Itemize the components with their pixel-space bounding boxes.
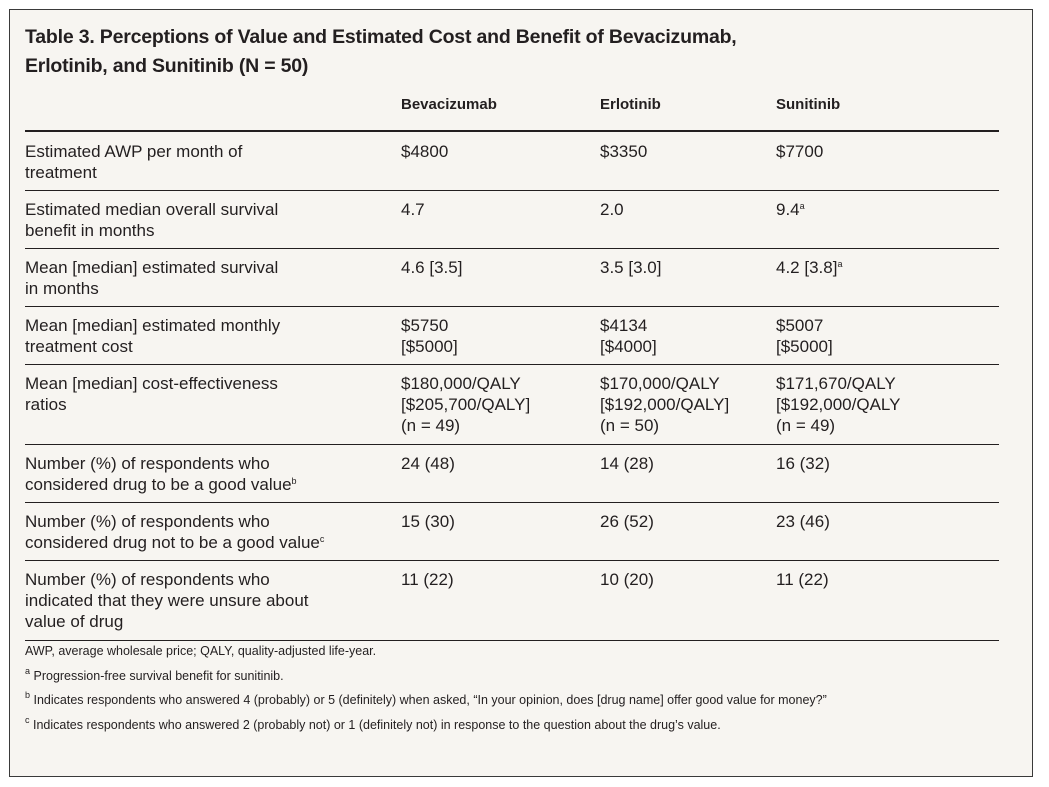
cell-bevacizumab: 11 (22) [401,570,454,589]
row-label: Mean [median] estimated monthly treatment… [25,316,281,356]
footnote-abbreviations: AWP, average wholesale price; QALY, qual… [25,644,377,658]
cell-bevacizumab: 4.7 [401,200,425,219]
cell-erlotinib: 2.0 [600,200,624,219]
table-title: Table 3. Perceptions of Value and Estima… [25,23,985,81]
row-label: Number (%) of respondents who considered … [25,454,297,494]
row-divider [25,502,999,503]
cell-erlotinib: 10 (20) [600,570,654,589]
title-line-2: Erlotinib, and Sunitinib (N = 50) [25,55,309,77]
column-header-bevacizumab: Bevacizumab [401,96,497,113]
row-divider [25,190,999,191]
cell-erlotinib: $3350 [600,142,648,161]
cell-erlotinib: $4134 [$4000] [600,316,657,356]
row-divider [25,364,999,365]
cell-sunitinib: 16 (32) [776,454,830,473]
cell-bevacizumab: $4800 [401,142,449,161]
footnote-c: c Indicates respondents who answered 2 (… [25,714,721,732]
footnote-mark-a: a [837,259,843,269]
column-header-sunitinib: Sunitinib [776,96,841,113]
row-label: Estimated AWP per month of treatment [25,142,243,182]
row-divider [25,248,999,249]
cell-bevacizumab: 15 (30) [401,512,455,531]
cell-erlotinib: 3.5 [3.0] [600,258,662,277]
footnote-b: b Indicates respondents who answered 4 (… [25,690,827,708]
footnote-mark-b: b [291,476,297,486]
cell-bevacizumab: $5750 [$5000] [401,316,458,356]
cell-sunitinib: 9.4a [776,200,805,219]
footnote-a: a Progression-free survival benefit for … [25,665,284,683]
row-divider [25,444,999,445]
footnote-mark-c: c [319,534,325,544]
column-header-erlotinib: Erlotinib [600,96,661,113]
row-label: Number (%) of respondents who considered … [25,512,325,552]
row-label: Mean [median] estimated survival in month… [25,258,279,298]
row-label: Estimated median overall survival benefit… [25,200,279,240]
cell-erlotinib: 26 (52) [600,512,654,531]
row-divider [25,306,999,307]
header-rule [25,130,999,132]
cell-erlotinib: $170,000/QALY [$192,000/QALY] (n = 50) [600,374,730,435]
row-divider [25,560,999,561]
cell-sunitinib: 23 (46) [776,512,830,531]
footnote-mark-a: a [799,201,805,211]
cell-bevacizumab: 24 (48) [401,454,455,473]
cell-bevacizumab: 4.6 [3.5] [401,258,463,277]
cell-erlotinib: 14 (28) [600,454,654,473]
cell-sunitinib: $5007 [$5000] [776,316,833,356]
footnotes: AWP, average wholesale price; QALY, qual… [25,643,999,741]
title-line-1: Table 3. Perceptions of Value and Estima… [25,26,737,48]
table-frame [9,9,1033,777]
row-label: Mean [median] cost-effectiveness ratios [25,374,278,414]
table-bottom-rule [25,640,999,641]
row-label: Number (%) of respondents who indicated t… [25,570,309,631]
cell-bevacizumab: $180,000/QALY [$205,700/QALY] (n = 49) [401,374,531,435]
cell-sunitinib: $7700 [776,142,824,161]
cell-sunitinib: 11 (22) [776,570,829,589]
cell-sunitinib: $171,670/QALY [$192,000/QALY (n = 49) [776,374,901,435]
cell-sunitinib: 4.2 [3.8]a [776,258,843,277]
